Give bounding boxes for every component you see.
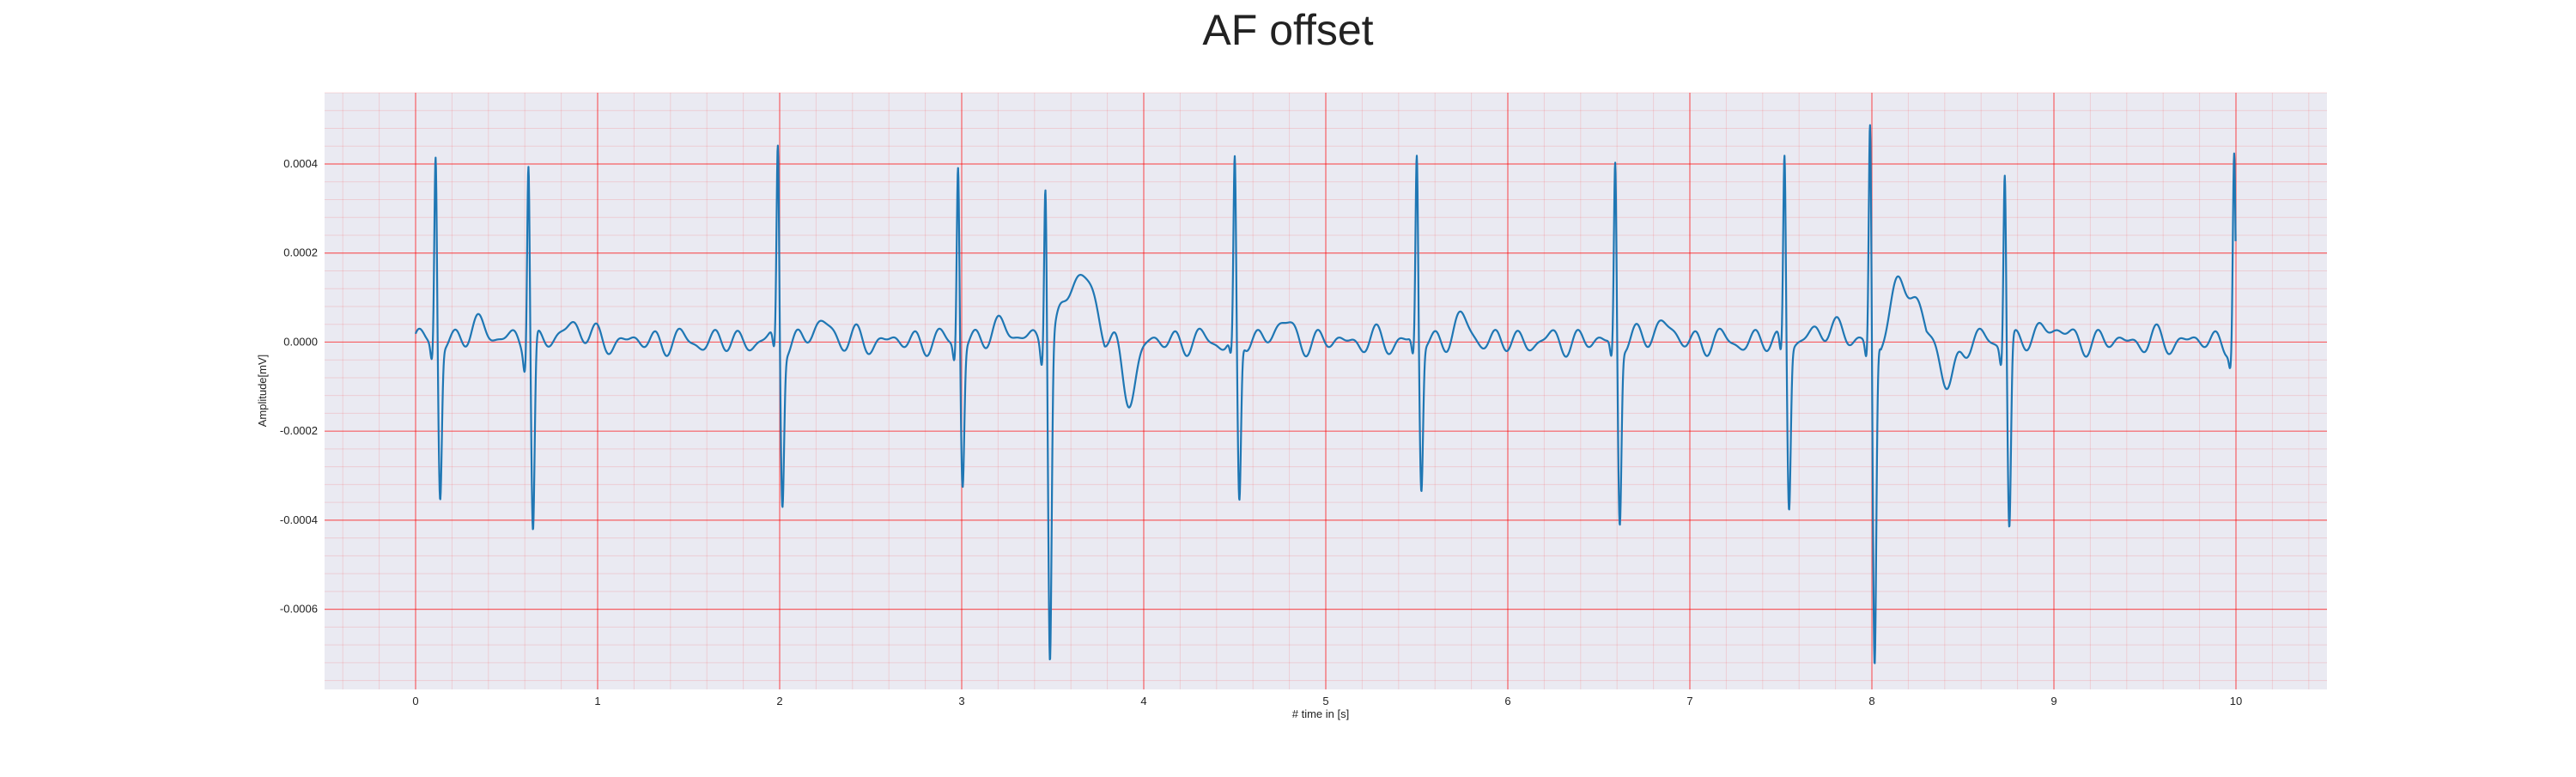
x-tick-label: 3 — [958, 695, 964, 707]
r-peak-point — [1416, 154, 1419, 156]
plot-area: 0 1 2 3 4 5 6 7 8 9 10 0.0004 0.0002 0.0000 -0.0002 -0.… — [280, 92, 2327, 707]
y-axis-label: Amplitude[mV] — [256, 355, 269, 428]
r-peak-point — [1044, 167, 1047, 170]
x-tick-label: 4 — [1140, 695, 1146, 707]
r-peak-point — [1868, 118, 1871, 121]
chart-title: AF offset — [1202, 6, 1373, 54]
y-tick-label: -0.0004 — [280, 513, 318, 526]
x-tick-label: 0 — [412, 695, 418, 707]
y-tick-label: 0.0004 — [283, 157, 318, 170]
r-peak-point — [1783, 149, 1786, 152]
series-line-ecg — [414, 124, 2237, 665]
y-tick-label: 0.0000 — [283, 335, 318, 348]
r-peak-point — [2233, 154, 2235, 156]
r-peak-point — [776, 145, 779, 148]
x-tick-label: 9 — [2050, 695, 2057, 707]
r-peak-point — [1234, 162, 1236, 165]
x-tick-label: 1 — [594, 695, 600, 707]
x-tick-label: 10 — [2230, 695, 2242, 707]
x-tick-label: 7 — [1686, 695, 1692, 707]
y-tick-label: -0.0002 — [280, 424, 318, 437]
r-peak-point — [2003, 162, 2006, 165]
r-peak-point — [957, 158, 959, 161]
y-tick-label: -0.0006 — [280, 603, 318, 616]
x-tick-label: 6 — [1504, 695, 1510, 707]
x-tick-label: 5 — [1322, 695, 1328, 707]
r-peak-point — [1614, 158, 1617, 161]
x-tick-label: 8 — [1868, 695, 1874, 707]
r-peak-point — [527, 149, 530, 152]
y-tick-label: 0.0002 — [283, 246, 318, 259]
x-tick-label: 2 — [776, 695, 782, 707]
r-peak-point — [434, 149, 437, 152]
x-axis-label: # time in [s] — [1292, 707, 1349, 720]
